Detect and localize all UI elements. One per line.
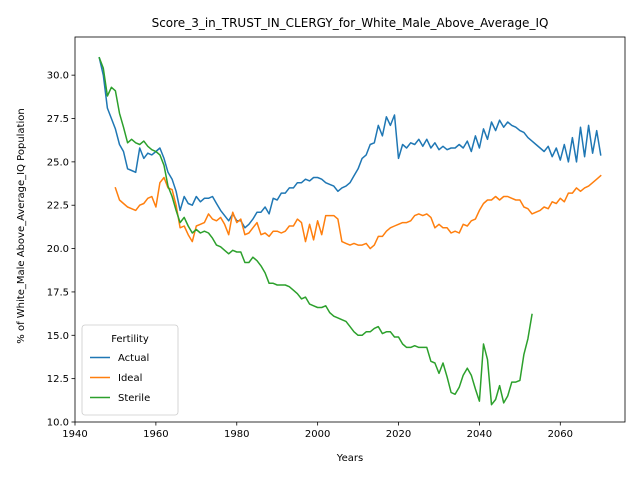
plot-area: [98, 56, 602, 406]
x-axis: 1940 1960 1980 2000 2020 2040 2060: [62, 422, 573, 440]
legend-label-actual: Actual: [118, 353, 149, 364]
legend-title: Fertility: [111, 334, 149, 345]
x-tick-label: 2000: [305, 429, 330, 440]
y-tick-label: 22.5: [47, 201, 69, 212]
x-tick-label: 2040: [467, 429, 492, 440]
series-line-sterile: [98, 56, 533, 406]
series-line-ideal: [114, 174, 602, 250]
y-tick-label: 25.0: [47, 157, 69, 168]
axes-frame: [74, 36, 626, 423]
series-line-actual: [98, 56, 602, 229]
x-tick-label: 1940: [62, 429, 87, 440]
x-tick-label: 1980: [224, 429, 249, 440]
legend-box: [81, 324, 179, 416]
legend-label-sterile: Sterile: [118, 393, 150, 404]
y-axis-label: % of White_Male Above_Average_IQ Populat…: [16, 108, 27, 343]
y-tick-label: 15.0: [47, 331, 69, 342]
y-axis: 10.0 12.5 15.0 17.5 20.0 22.5 25.0 27.5 30.0: [47, 71, 75, 429]
legend: Fertility Actual Ideal Sterile: [81, 324, 179, 416]
y-tick-label: 30.0: [47, 71, 69, 82]
x-tick-label: 2060: [548, 429, 573, 440]
x-axis-label: Years: [336, 453, 363, 464]
y-tick-label: 12.5: [47, 374, 69, 385]
x-tick-label: 2020: [386, 429, 411, 440]
y-tick-label: 20.0: [47, 244, 69, 255]
y-tick-label: 27.5: [47, 114, 69, 125]
legend-label-ideal: Ideal: [118, 373, 142, 384]
y-tick-label: 17.5: [47, 287, 69, 298]
y-tick-label: 10.0: [47, 418, 69, 429]
chart-title: Score_3_in_TRUST_IN_CLERGY_for_White_Mal…: [152, 16, 549, 30]
x-tick-label: 1960: [143, 429, 168, 440]
